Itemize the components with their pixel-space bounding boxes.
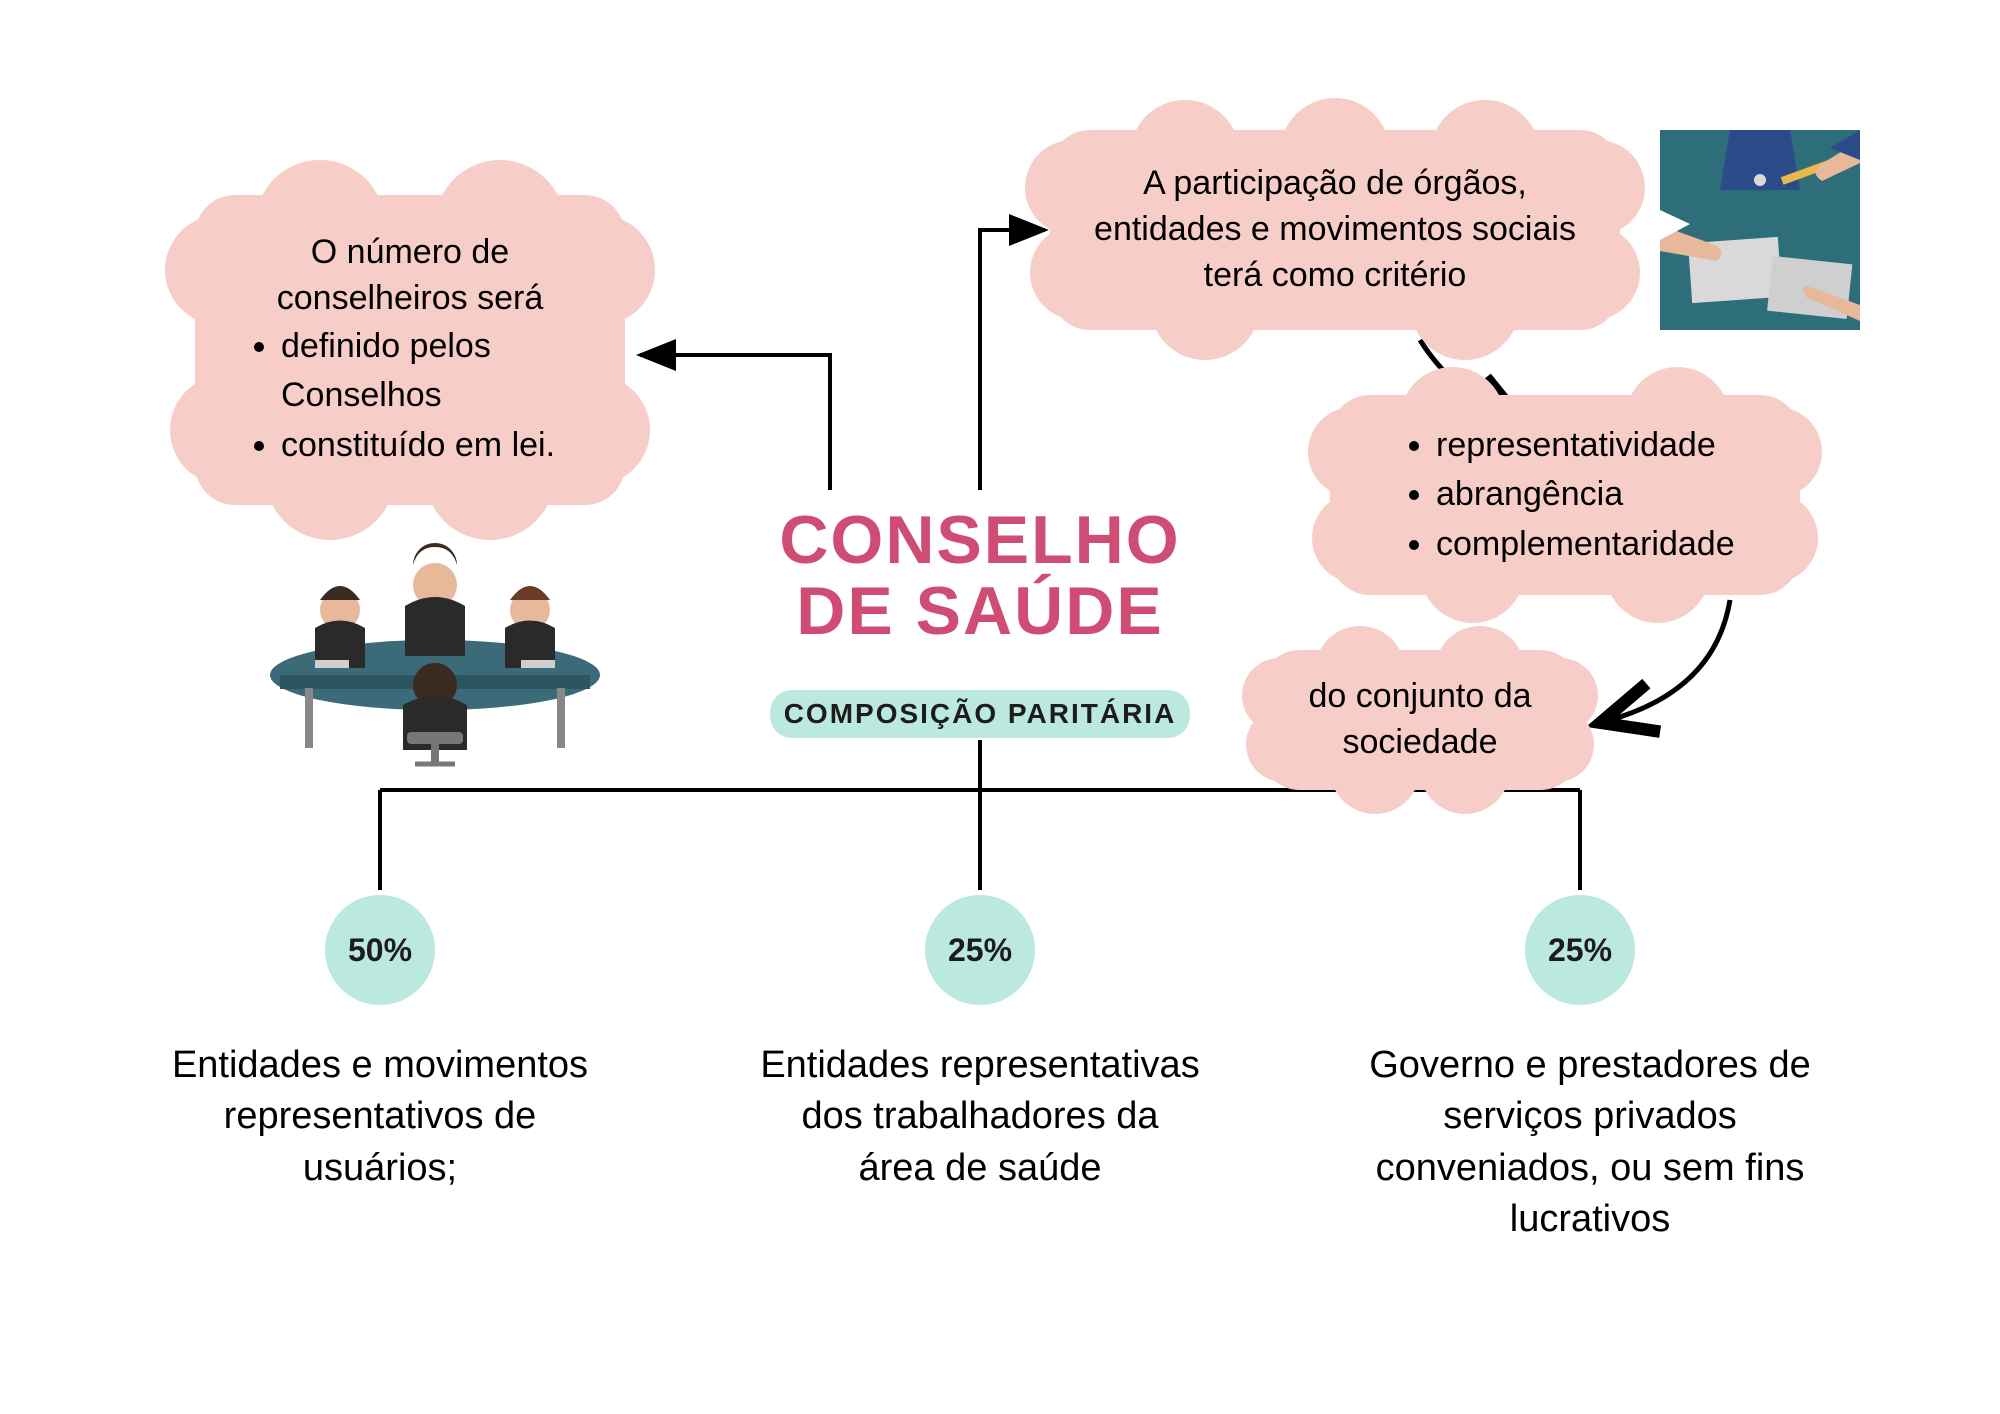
col-label-0: Entidades e movimentos representativos d… [160,1040,600,1194]
cloud-conselheiros-list: definido pelos Conselhos constituído em … [231,322,589,470]
cloud-criterios-list: representatividade abrangência complemen… [1366,421,1764,569]
subtitle-text: COMPOSIÇÃO PARITÁRIA [784,698,1177,730]
subtitle-pill: COMPOSIÇÃO PARITÁRIA [770,690,1190,738]
writing-hands-illustration-icon [1660,130,1860,330]
cloud-participacao-text: A participação de órgãos, entidades e mo… [1086,161,1584,299]
pct-value: 25% [948,932,1012,969]
list-item: complementaridade [1436,520,1764,569]
infographic-canvas: O número de conselheiros será definido p… [0,0,2000,1414]
pct-value: 25% [1548,932,1612,969]
title-line1: CONSELHO [720,505,1240,576]
list-item: constituído em lei. [281,421,589,470]
main-title: CONSELHO DE SAÚDE [720,505,1240,648]
pct-circle-25a: 25% [925,895,1035,1005]
list-item: abrangência [1436,470,1764,519]
title-line2: DE SAÚDE [720,576,1240,647]
pct-circle-25b: 25% [1525,895,1635,1005]
col-label-1: Entidades representativas dos trabalhado… [760,1040,1200,1194]
cloud-conselheiros: O número de conselheiros será definido p… [195,195,625,505]
list-item: representatividade [1436,421,1764,470]
cloud-criterios: representatividade abrangência complemen… [1330,395,1800,595]
col-label-2: Governo e prestadores de serviços privad… [1350,1040,1830,1245]
pct-value: 50% [348,932,412,969]
cloud-sociedade-text: do conjunto da sociedade [1296,674,1544,766]
cloud-participacao: A participação de órgãos, entidades e mo… [1050,130,1620,330]
cloud-conselheiros-intro: O número de conselheiros será [231,230,589,322]
cloud-sociedade: do conjunto da sociedade [1260,650,1580,790]
list-item: definido pelos Conselhos [281,322,589,421]
pct-circle-50: 50% [325,895,435,1005]
meeting-illustration-icon [245,510,625,770]
